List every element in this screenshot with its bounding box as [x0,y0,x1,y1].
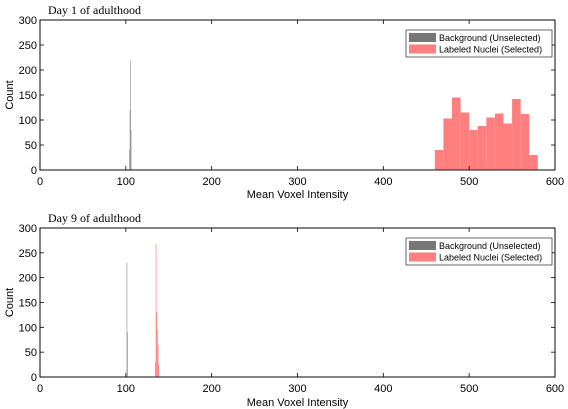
x-tick-label: 200 [202,383,220,395]
y-tick-label: 100 [19,115,37,127]
y-tick-label: 250 [19,40,37,52]
x-tick-label: 400 [374,383,392,395]
y-axis-label: Count [4,80,16,109]
y-tick-label: 200 [19,273,37,285]
histogram-bar [452,97,461,170]
histogram-bar [477,126,487,170]
x-tick-label: 0 [37,383,43,395]
histogram-bar [494,113,504,170]
legend-label: Labeled Nuclei (Selected) [439,45,542,55]
histogram-day-9: 0 100 200 300 400 500 600 0 50 100 150 200 250 300 Mea… [4,211,564,409]
histogram-bar [129,110,131,170]
histogram-bar [155,362,156,377]
x-tick-label: 100 [117,176,135,188]
x-tick-label: 400 [374,176,392,188]
y-tick-label: 300 [19,15,37,27]
histogram-bar [130,60,131,170]
x-tick-label: 0 [37,176,43,188]
legend: Background (Unselected) Labeled Nuclei (S… [405,29,553,58]
y-tick-label: 50 [25,347,37,359]
x-tick-label: 600 [546,383,564,395]
histogram-bar [512,99,521,170]
histogram-bar [127,332,128,377]
histogram-bar [129,150,130,170]
y-tick-label: 150 [19,298,37,310]
legend-swatch [409,252,436,262]
histogram-day-1: 0 100 200 300 400 500 600050100150200250300Mea… [4,3,564,201]
legend-label: Labeled Nuclei (Selected) [439,253,542,263]
legend-swatch [409,44,436,54]
x-tick-label: 300 [288,383,306,395]
histogram-bar [155,243,157,377]
histogram-bar [130,130,132,170]
y-tick-label: 300 [19,223,37,235]
histogram-bar [157,344,159,377]
legend: Background (Unselected) Labeled Nuclei (S… [405,237,553,266]
chart-title: Day 1 of adulthood [48,3,141,17]
histogram-bar [156,312,158,377]
y-tick-label: 0 [31,165,37,177]
histogram-bar [486,117,495,170]
histogram-bar [126,262,128,377]
x-axis-label: Mean Voxel Intensity [247,397,349,409]
histogram-bar [529,155,538,170]
x-axis-label: Mean Voxel Intensity [247,189,349,201]
y-tick-label: 50 [25,140,37,152]
y-tick-label: 0 [31,372,37,384]
y-tick-label: 150 [19,90,37,102]
x-tick-label: 100 [117,383,135,395]
histogram-bar [460,112,470,170]
histogram-bar [469,130,478,170]
y-tick-label: 200 [19,65,37,77]
x-tick-label: 500 [460,383,478,395]
histogram-bar [503,123,513,170]
legend-label: Background (Unselected) [439,241,541,251]
histogram-bar [158,364,160,377]
x-tick-label: 500 [460,176,478,188]
x-tick-label: 200 [202,176,220,188]
legend-label: Background (Unselected) [439,33,541,43]
chart-title: Day 9 of adulthood [48,211,141,225]
y-tick-label: 100 [19,322,37,334]
y-axis-label: Count [4,288,16,317]
legend-swatch [409,241,436,250]
x-tick-label: 600 [546,176,564,188]
histogram-bar [443,118,452,170]
y-tick-label: 250 [19,248,37,260]
legend-swatch [409,33,436,42]
histogram-bar [520,114,530,170]
x-tick-label: 300 [288,176,306,188]
histogram-bar [157,329,158,377]
histogram-bar [434,150,444,170]
